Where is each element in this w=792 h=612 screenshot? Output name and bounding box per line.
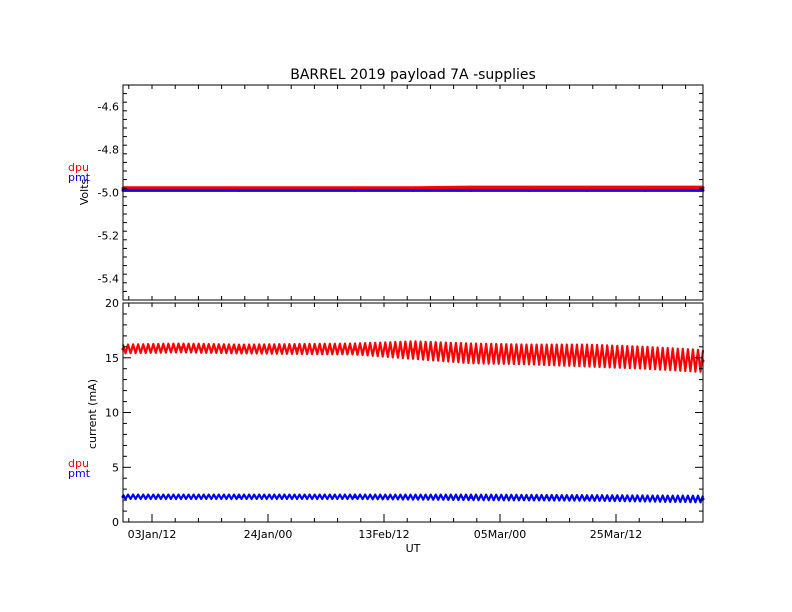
bottom-y-tick-label: 5 [112, 461, 119, 474]
top-y-tick-label: -5.4 [98, 273, 119, 286]
top-series-dpu-point [585, 186, 589, 190]
x-tick-label: 13Feb/12 [358, 528, 409, 541]
top-y-axis-label: Volts [78, 178, 91, 205]
top-series-pmt-point [469, 188, 473, 192]
bottom-series-pmt-point [237, 495, 241, 499]
bottom-series-dpu-point [179, 346, 183, 350]
x-tick-label: 25Mar/12 [590, 528, 642, 541]
bottom-y-tick-label: 15 [105, 352, 119, 365]
top-series-pmt-point [527, 188, 531, 192]
bottom-y-tick-label: 0 [112, 516, 119, 529]
bottom-series-pmt-point [585, 496, 589, 500]
bottom-series-pmt-point [353, 495, 357, 499]
bottom-y-tick-label: 10 [105, 407, 119, 420]
x-axis-label: UT [406, 542, 421, 555]
bottom-series-pmt-line [122, 493, 705, 504]
top-series-dpu-point [643, 186, 647, 190]
top-panel: -4.6 -4.8 -5.0 -5.2 -5.4 [98, 84, 705, 301]
top-y-tick-label: -5.2 [98, 230, 119, 243]
chart-title: BARREL 2019 payload 7A -supplies [290, 67, 536, 83]
top-series-pmt-point [353, 188, 357, 192]
bottom-series-dpu-point [469, 351, 473, 355]
bottom-series-dpu [121, 340, 705, 373]
top-y-tick-label: -4.8 [98, 144, 119, 157]
bottom-legend-pmt: pmt [68, 467, 91, 480]
bottom-series-dpu-point [527, 353, 531, 356]
top-y-tick-label: -4.6 [98, 101, 119, 114]
bottom-series-dpu-point [237, 347, 241, 351]
bottom-series-dpu-point [585, 354, 589, 358]
bottom-panel: 0 5 10 15 20 03Jan/12 24Jan/00 13Feb/12 05Mar/00… [105, 297, 705, 541]
bottom-series-dpu-line [121, 340, 705, 373]
top-legend-pmt: pmt [68, 171, 91, 184]
bottom-y-axis-label: current (mA) [86, 379, 99, 449]
top-series-pmt-point [585, 188, 589, 192]
top-series-pmt-point [643, 188, 647, 192]
top-legend-dpu: dpu [68, 161, 89, 174]
top-series-dpu-point [469, 186, 473, 190]
top-plot-frame [122, 84, 704, 301]
x-tick-label: 24Jan/00 [244, 528, 293, 541]
bottom-series-dpu-point [353, 347, 357, 351]
bottom-series-pmt [121, 493, 705, 504]
bottom-series-pmt-point [469, 495, 473, 499]
top-series-pmt-point [237, 188, 241, 192]
top-series-pmt-point [411, 188, 415, 192]
bottom-y-tick-label: 20 [105, 297, 119, 310]
top-y-tick-label: -5.0 [98, 187, 119, 200]
bottom-series-dpu-point [643, 356, 647, 360]
x-tick-label: 03Jan/12 [128, 528, 177, 541]
top-series-pmt [121, 188, 705, 192]
bottom-legend-dpu: dpu [68, 457, 89, 470]
bottom-series-dpu-point [411, 348, 415, 352]
bottom-plot-frame [122, 302, 704, 523]
bottom-series-dpu-point [295, 347, 299, 351]
x-tick-label: 05Mar/00 [474, 528, 526, 541]
top-series-dpu-point [527, 186, 531, 190]
